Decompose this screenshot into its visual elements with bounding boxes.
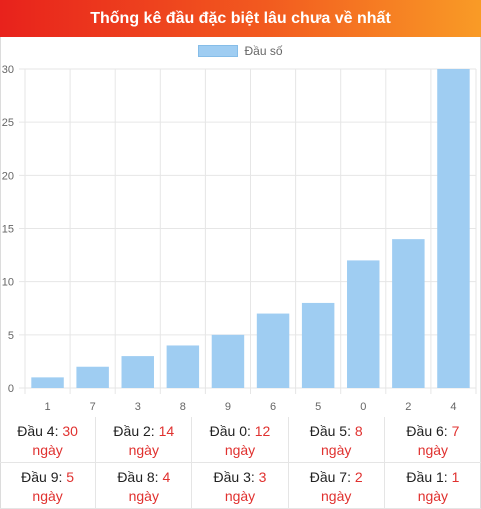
bar (121, 356, 154, 388)
stat-cell: Đầu 6: 7 ngày (384, 417, 481, 463)
stat-unit: ngày (417, 442, 449, 458)
stat-unit: ngày (321, 442, 352, 458)
x-tick-label: 6 (270, 401, 276, 413)
stat-value: 30 (62, 423, 78, 439)
bar (437, 69, 470, 388)
stat-cell: Đầu 2: 14 ngày (96, 417, 193, 463)
stat-label: Đầu 7: (309, 469, 351, 485)
stats-grid: Đầu 4: 30 ngày Đầu 2: 14 ngày Đầu 0: 12 … (0, 417, 481, 509)
x-tick-label: 2 (405, 401, 411, 413)
stat-label: Đầu 8: (117, 469, 159, 485)
stat-value: 12 (254, 423, 271, 439)
x-tick-label: 9 (225, 401, 231, 413)
bar-chart: 0 5 10 15 20 25 30 1 7 3 8 9 6 5 0 2 4 (2, 64, 477, 413)
bar (211, 334, 245, 388)
stat-label: Đầu 1: (406, 469, 448, 485)
bar (392, 239, 425, 388)
stat-value: 4 (162, 469, 171, 485)
page-title: Thống kê đầu đặc biệt lâu chưa về nhất (90, 9, 391, 27)
x-tick-label: 1 (44, 401, 50, 413)
stat-unit: ngày (128, 488, 159, 504)
stat-cell: Đầu 8: 4 ngày (96, 463, 193, 509)
stat-unit: ngày (32, 442, 63, 458)
bar (166, 345, 200, 388)
y-tick-label: 10 (2, 277, 14, 289)
stat-label: Đầu 6: (406, 423, 448, 439)
stat-unit: ngày (32, 488, 63, 504)
chart-title-bar: Thống kê đầu đặc biệt lâu chưa về nhất (0, 0, 481, 37)
stat-label: Đầu 9: (21, 469, 63, 485)
y-tick-label: 15 (2, 224, 14, 236)
stat-cell: Đầu 7: 2 ngày (288, 463, 385, 509)
bar (31, 377, 64, 388)
stat-label: Đầu 2: (113, 423, 155, 439)
chart-legend[interactable]: Đầu số (0, 43, 481, 59)
x-tick-label: 5 (315, 401, 321, 413)
stat-value: 5 (66, 469, 75, 485)
stat-value: 8 (354, 423, 363, 439)
y-tick-label: 25 (2, 117, 14, 129)
stat-cell: Đầu 4: 30 ngày (0, 417, 97, 463)
stat-value: 14 (158, 423, 175, 439)
stat-unit: ngày (128, 442, 159, 458)
stat-unit: ngày (224, 442, 256, 458)
x-tick-label: 7 (90, 401, 96, 413)
stat-unit: ngày (417, 488, 449, 504)
stat-cell: Đầu 3: 3 ngày (192, 463, 289, 509)
stat-label: Đầu 3: (213, 469, 255, 485)
bar (256, 313, 290, 388)
stat-unit: ngày (321, 488, 352, 504)
y-tick-label: 5 (8, 330, 14, 342)
y-tick-label: 20 (2, 170, 14, 182)
stat-label: Đầu 4: (17, 423, 59, 439)
stat-value: 7 (451, 423, 460, 439)
stat-value: 1 (451, 469, 460, 485)
stat-value: 2 (354, 469, 363, 485)
bar (347, 260, 380, 388)
stat-cell: Đầu 1: 1 ngày (384, 463, 481, 509)
y-tick-label: 0 (8, 383, 14, 395)
stat-cell: Đầu 9: 5 ngày (0, 463, 97, 509)
stat-label: Đầu 0: (209, 423, 251, 439)
stat-label: Đầu 5: (309, 423, 351, 439)
stat-cell: Đầu 5: 8 ngày (288, 417, 385, 463)
bar (76, 366, 109, 388)
legend-swatch (198, 45, 239, 57)
y-tick-label: 30 (2, 64, 14, 76)
legend-label: Đầu số (244, 44, 283, 58)
bar (301, 302, 335, 388)
x-tick-label: 3 (135, 401, 141, 413)
stat-value: 3 (258, 469, 267, 485)
x-tick-label: 4 (450, 401, 456, 413)
x-tick-label: 0 (360, 401, 366, 413)
x-tick-label: 8 (180, 401, 186, 413)
stat-cell: Đầu 0: 12 ngày (192, 417, 289, 463)
stat-unit: ngày (224, 488, 256, 504)
